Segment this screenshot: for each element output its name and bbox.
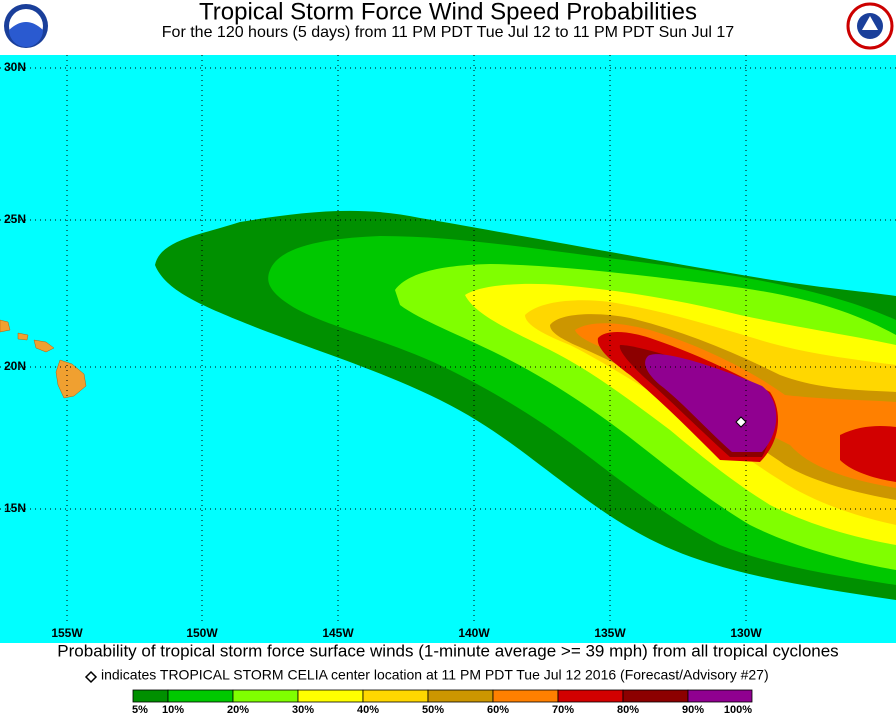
lat-label: 15N	[4, 501, 26, 515]
lat-label: 30N	[4, 60, 26, 74]
legend-swatch	[492, 689, 559, 703]
band-90	[645, 354, 777, 452]
legend-label: 70%	[552, 704, 574, 716]
graticule: 30N 25N 20N 15N 155W 150W 145W 140W 135W 130W	[0, 55, 896, 640]
legend-swatch	[622, 689, 689, 703]
noaa-logo	[4, 4, 48, 48]
legend-label: 30%	[292, 704, 314, 716]
hawaii	[0, 319, 87, 399]
diamond-icon	[84, 670, 98, 684]
title: Tropical Storm Force Wind Speed Probabil…	[199, 0, 697, 25]
legend: 5% 10% 20% 30% 40% 50% 60% 70% 80% 90% 100%	[132, 689, 753, 716]
legend-label: 10%	[162, 704, 184, 716]
lon-label: 135W	[594, 626, 626, 640]
lon-label: 155W	[51, 626, 83, 640]
lon-label: 130W	[730, 626, 762, 640]
legend-label: 20%	[227, 704, 249, 716]
legend-label: 60%	[487, 704, 509, 716]
map: 30N 25N 20N 15N 155W 150W 145W 140W 135W 130W	[0, 55, 896, 643]
lat-label: 25N	[4, 212, 26, 226]
legend-label: 40%	[357, 704, 379, 716]
lon-label: 140W	[458, 626, 490, 640]
lon-label: 150W	[186, 626, 218, 640]
legend-swatch	[297, 689, 364, 703]
legend-swatch	[232, 689, 299, 703]
nws-logo	[846, 2, 894, 50]
legend-swatch	[362, 689, 429, 703]
subtitle: For the 120 hours (5 days) from 11 PM PD…	[162, 24, 735, 41]
legend-swatch	[167, 689, 234, 703]
legend-label: 80%	[617, 704, 639, 716]
legend-label: 50%	[422, 704, 444, 716]
legend-swatch	[687, 689, 753, 703]
legend-label: 5%	[132, 704, 148, 716]
note: indicates TROPICAL STORM CELIA center lo…	[101, 667, 769, 683]
legend-swatch	[557, 689, 624, 703]
caption: Probability of tropical storm force surf…	[57, 641, 838, 660]
legend-label: 100%	[724, 704, 752, 716]
lon-label: 145W	[322, 626, 354, 640]
storm-center	[735, 416, 747, 428]
lat-label: 20N	[4, 359, 26, 373]
legend-swatch	[427, 689, 494, 703]
legend-swatch	[132, 689, 169, 703]
legend-label: 90%	[682, 704, 704, 716]
